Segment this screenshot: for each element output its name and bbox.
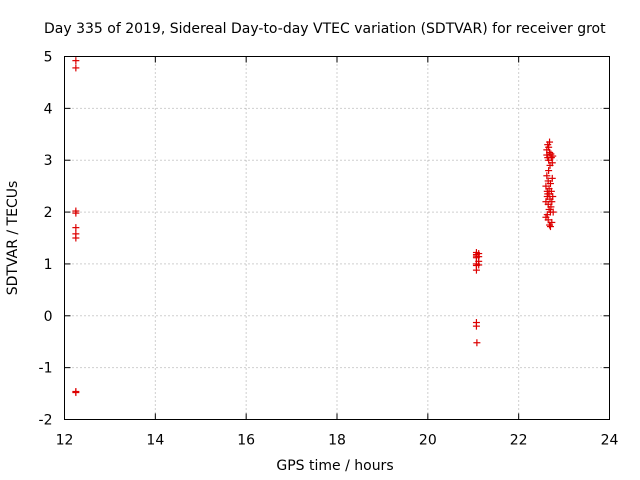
data-point [546, 180, 554, 188]
data-point [72, 209, 80, 217]
data-point [545, 143, 553, 151]
data-point [546, 208, 554, 216]
data-point [547, 187, 555, 195]
data-points [72, 57, 557, 397]
y-axis-label: SDTVAR / TECUs [5, 181, 21, 296]
data-point [548, 159, 556, 167]
data-point [544, 216, 552, 224]
data-point [548, 174, 556, 182]
y-tick-label: 0 [44, 309, 53, 325]
y-tick-label: 5 [44, 50, 53, 66]
data-point [549, 152, 557, 160]
data-point [548, 198, 556, 206]
data-point [546, 223, 554, 231]
x-tick-label: 22 [510, 433, 528, 449]
chart-title: Day 335 of 2019, Sidereal Day-to-day VTE… [44, 21, 606, 37]
x-tick-label: 20 [419, 433, 437, 449]
grid [64, 56, 610, 420]
data-point [543, 172, 551, 180]
y-tick-label: 2 [44, 205, 53, 221]
y-tick-label: 1 [44, 257, 53, 273]
data-point [72, 389, 80, 397]
x-tick-label: 16 [237, 433, 255, 449]
y-tick-label: -2 [39, 413, 53, 429]
y-tick-label: 3 [44, 153, 53, 169]
data-point [546, 148, 554, 156]
x-tick-label: 24 [601, 433, 619, 449]
data-point [549, 193, 557, 201]
y-tick-label: 4 [44, 101, 53, 117]
y-tick-label: -1 [39, 361, 53, 377]
data-point [72, 224, 80, 232]
data-point [473, 339, 481, 347]
data-point [548, 218, 556, 226]
data-point [475, 261, 483, 269]
data-point [72, 234, 80, 242]
data-point [472, 322, 480, 330]
x-axis-label: GPS time / hours [276, 458, 393, 474]
data-point [545, 167, 553, 175]
x-tick-label: 14 [146, 433, 164, 449]
data-point [72, 64, 80, 72]
data-point [72, 57, 80, 65]
x-tick-label: 12 [56, 433, 74, 449]
x-tick-label: 18 [328, 433, 346, 449]
data-point [472, 266, 480, 274]
data-point [544, 190, 552, 198]
data-point [546, 138, 554, 146]
data-point [547, 154, 555, 162]
